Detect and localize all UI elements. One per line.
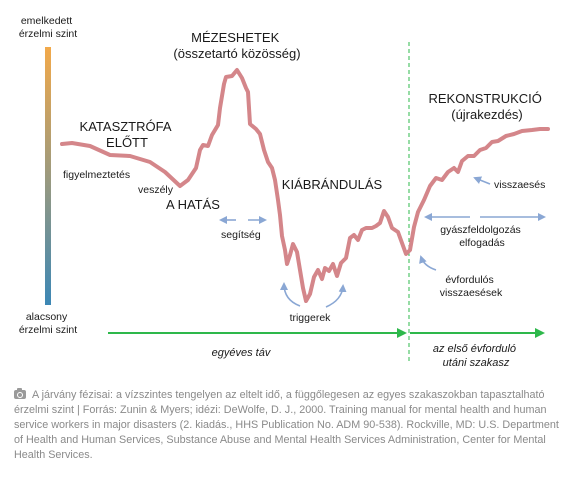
phases-diagram: emelkedett érzelmi szint alacsony érzelm…	[19, 15, 550, 369]
label-triggers: triggerek	[290, 312, 332, 324]
caption-text: A járvány fézisai: a vízszintes tengelye…	[14, 389, 559, 461]
axis-bottom-label: alacsony érzelmi szint	[19, 311, 77, 336]
phase-reconstruction: REKONSTRUKCIÓ (újrakezdés)	[428, 91, 545, 122]
label-anniversary-setbacks: évfordulós visszaesések	[440, 274, 503, 299]
label-grief-acceptance: gyászfeldolgozás elfogadás	[440, 224, 523, 249]
phase-before-disaster: KATASZTRÓFA ELŐTT	[80, 119, 175, 150]
camera-icon	[14, 388, 26, 399]
phase-impact: A HATÁS	[166, 197, 220, 212]
emotion-curve	[60, 68, 550, 303]
timeline-first-year-label: egyéves táv	[212, 347, 272, 359]
phase-honeymoon: MÉZESHETEK (összetartó közösség)	[173, 30, 300, 61]
label-help: segítség	[221, 229, 261, 241]
timeline-after-anniversary-label: az első évforduló utáni szakasz	[433, 343, 519, 369]
anniversary-arrow	[419, 255, 437, 271]
label-warning: figyelmeztetés	[63, 169, 130, 181]
axis-top-label: emelkedett érzelmi szint	[19, 15, 77, 40]
trigger-arrows	[280, 282, 347, 308]
label-setback: visszaesés	[494, 179, 545, 191]
emotion-gradient-bar	[45, 47, 51, 305]
setback-arrow	[473, 176, 491, 185]
phase-disillusionment: KIÁBRÁNDULÁS	[282, 177, 383, 192]
figure-caption: A járvány fézisai: a vízszintes tengelye…	[14, 388, 566, 463]
label-threat: veszély	[138, 184, 174, 196]
